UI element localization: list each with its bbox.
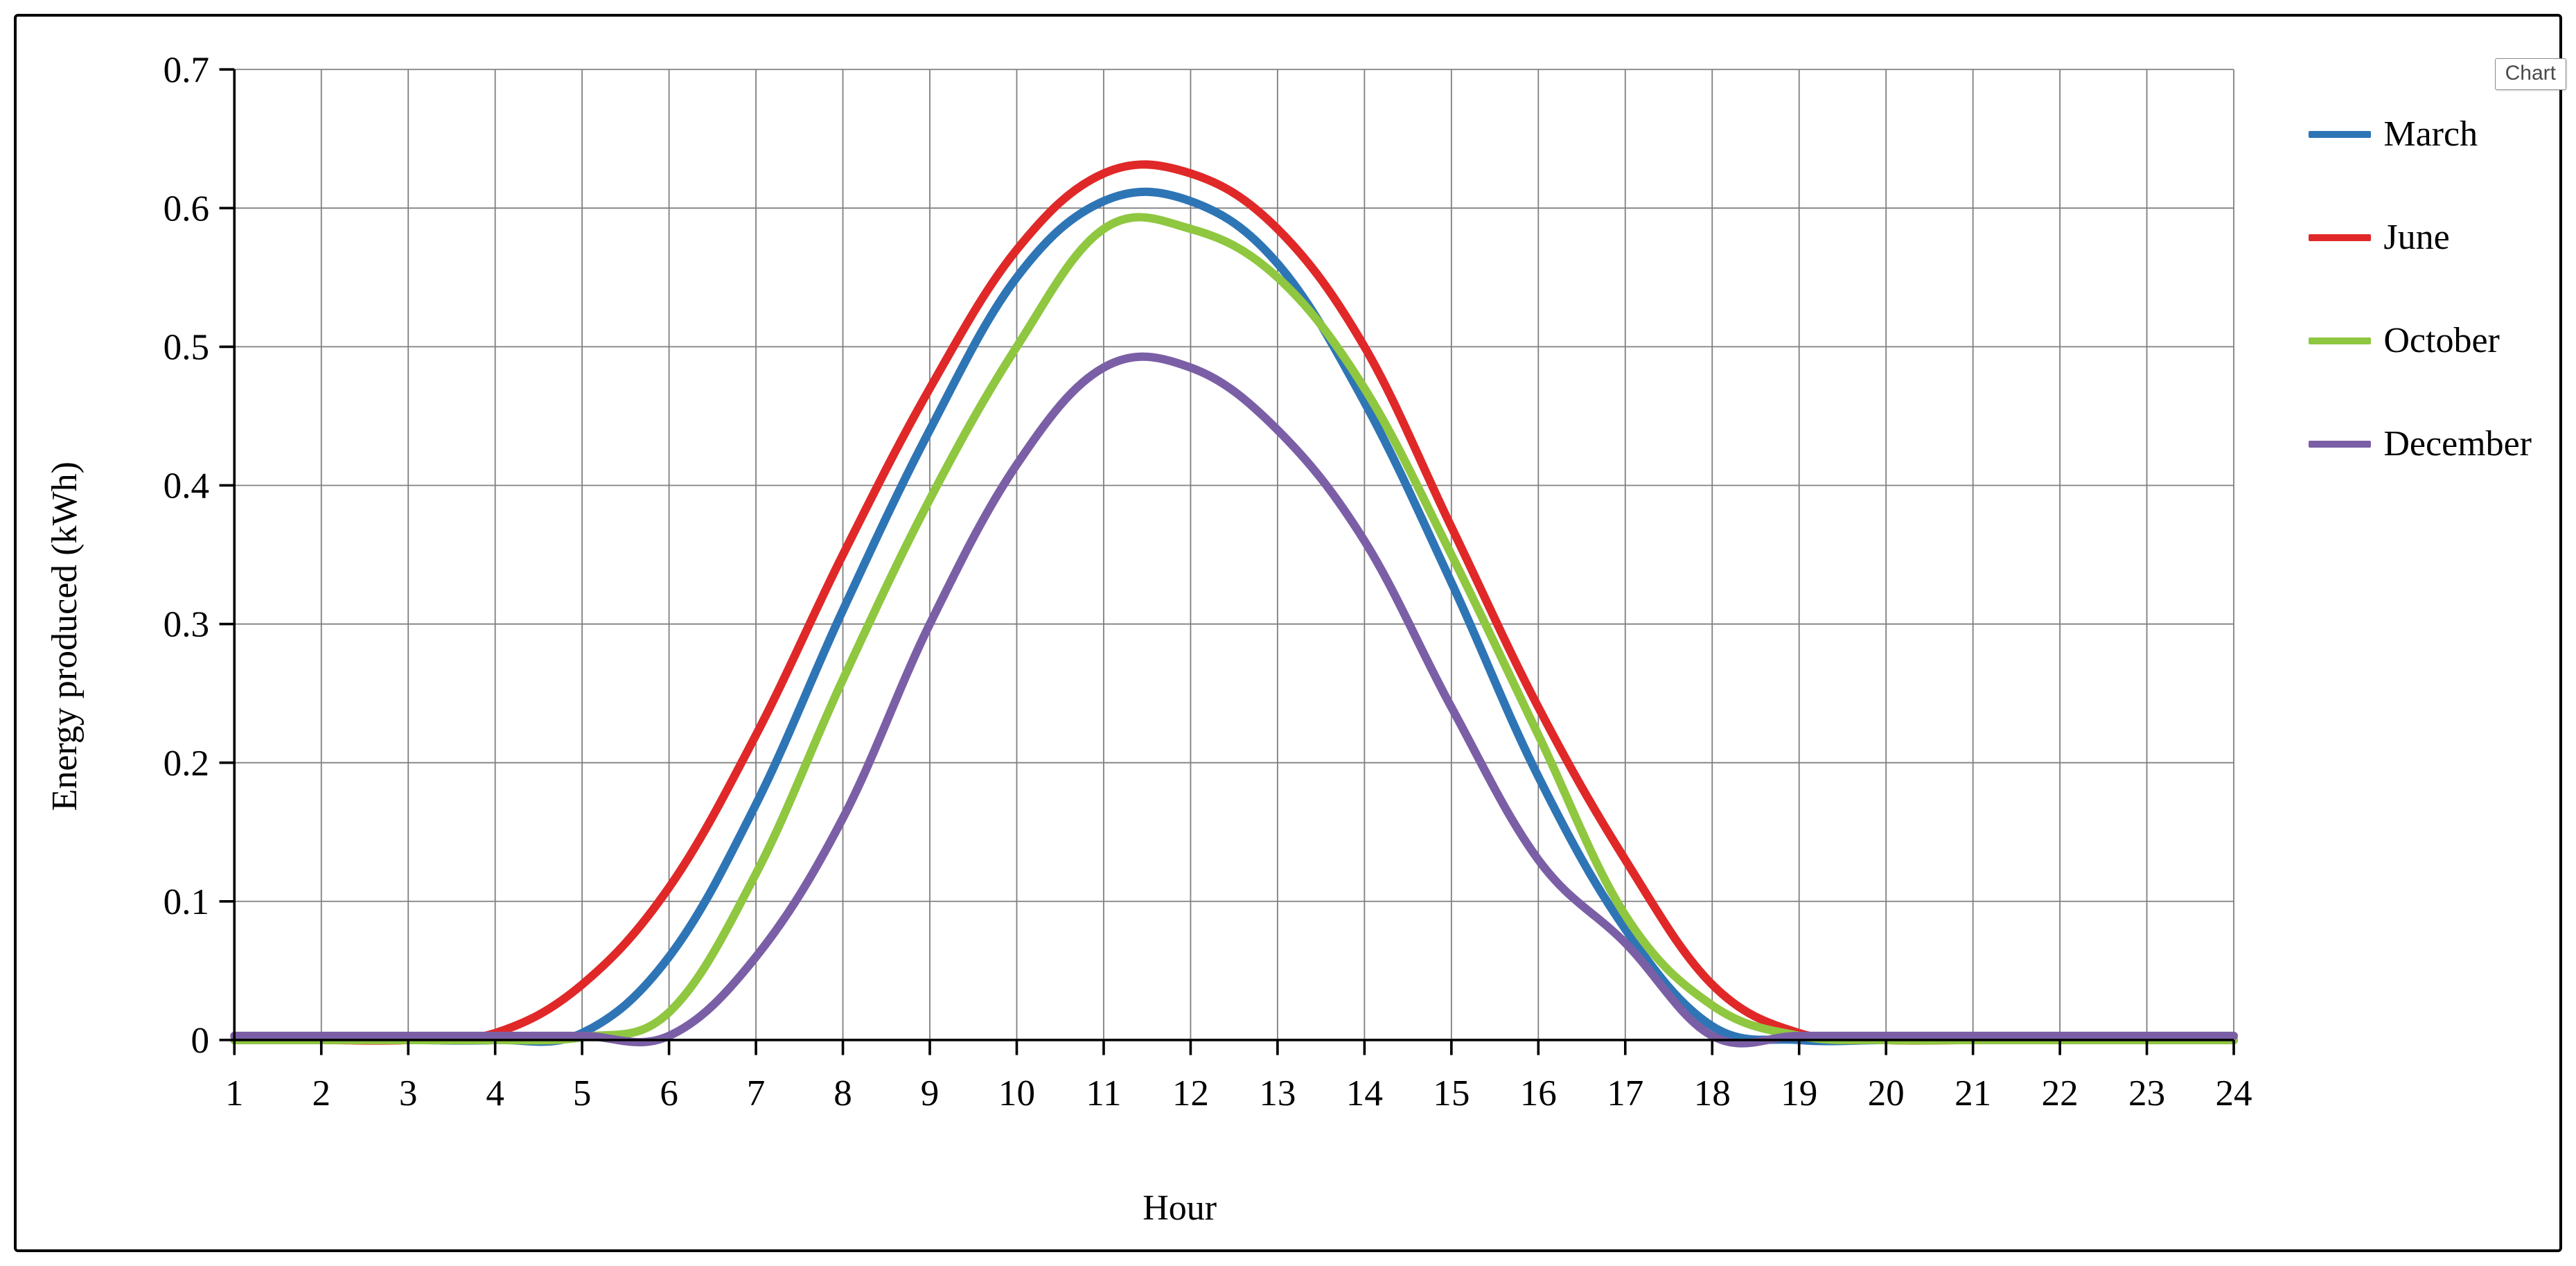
y-tick-label: 0.6 <box>164 188 209 229</box>
chart-frame: Chart Energy produced (kWh) 123456789101… <box>14 14 2562 1252</box>
x-tick-label: 14 <box>1346 1073 1383 1114</box>
legend-swatch <box>2309 131 2371 138</box>
x-tick-label: 6 <box>660 1073 678 1114</box>
x-tick-label: 15 <box>1433 1073 1470 1114</box>
y-tick-label: 0.3 <box>164 605 209 645</box>
legend-label: March <box>2383 114 2478 155</box>
x-tick-label: 5 <box>573 1073 592 1114</box>
y-tick-label: 0.2 <box>164 744 209 784</box>
legend-item-october: October <box>2309 320 2532 361</box>
y-tick-label: 0.7 <box>164 50 209 90</box>
line-chart: 1234567891011121314151617181920212223240… <box>92 44 2267 1174</box>
x-tick-label: 16 <box>1520 1073 1557 1114</box>
x-tick-label: 24 <box>2216 1073 2252 1114</box>
x-tick-label: 2 <box>312 1073 330 1114</box>
y-tick-label: 0 <box>191 1021 209 1061</box>
x-tick-label: 21 <box>1955 1073 1991 1114</box>
y-tick-label: 0.5 <box>164 328 209 368</box>
x-tick-label: 18 <box>1694 1073 1731 1114</box>
x-tick-label: 3 <box>399 1073 418 1114</box>
x-tick-label: 10 <box>998 1073 1035 1114</box>
legend-label: June <box>2383 217 2449 258</box>
x-tick-label: 19 <box>1781 1073 1817 1114</box>
x-tick-label: 4 <box>486 1073 504 1114</box>
legend-swatch <box>2309 441 2371 448</box>
legend: March June October December <box>2267 44 2532 527</box>
x-tick-label: 22 <box>2042 1073 2079 1114</box>
legend-item-march: March <box>2309 114 2532 155</box>
x-tick-label: 9 <box>921 1073 939 1114</box>
legend-swatch <box>2309 234 2371 241</box>
x-tick-label: 23 <box>2128 1073 2165 1114</box>
x-tick-label: 7 <box>747 1073 766 1114</box>
chart-tooltip: Chart <box>2495 58 2566 90</box>
x-tick-label: 8 <box>833 1073 852 1114</box>
x-tick-label: 13 <box>1259 1073 1296 1114</box>
x-tick-label: 11 <box>1086 1073 1121 1114</box>
legend-swatch <box>2309 337 2371 344</box>
x-tick-label: 17 <box>1607 1073 1643 1114</box>
legend-item-june: June <box>2309 217 2532 258</box>
chart-tooltip-text: Chart <box>2505 62 2556 85</box>
legend-label: October <box>2383 320 2499 361</box>
y-axis-label: Energy produced (kWh) <box>37 461 92 811</box>
y-tick-label: 0.1 <box>164 882 209 922</box>
x-tick-label: 12 <box>1172 1073 1209 1114</box>
legend-label: December <box>2383 423 2532 464</box>
y-tick-label: 0.4 <box>164 466 209 507</box>
x-tick-label: 20 <box>1868 1073 1905 1114</box>
x-tick-label: 1 <box>225 1073 244 1114</box>
x-axis-label: Hour <box>92 1188 2267 1229</box>
legend-item-december: December <box>2309 423 2532 464</box>
